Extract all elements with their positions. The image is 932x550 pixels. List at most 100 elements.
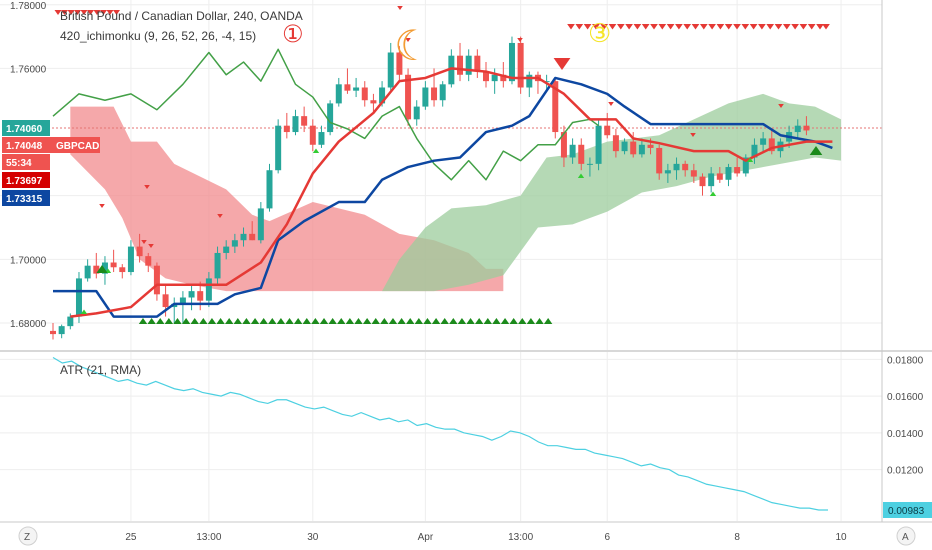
sell-signal-triangle	[822, 24, 830, 30]
atr-line	[52, 356, 828, 511]
candle-body	[318, 132, 325, 145]
candle	[257, 202, 264, 244]
buy-signal-triangle	[440, 318, 449, 324]
candle	[508, 36, 515, 85]
candle-body	[240, 233, 247, 241]
sell-signal-triangle	[782, 24, 791, 30]
candle	[760, 132, 767, 152]
sell-signal-large	[553, 58, 571, 70]
candle	[361, 81, 368, 107]
candle-body	[604, 125, 611, 136]
low-marker	[312, 148, 320, 153]
time-tick-label: 6	[604, 532, 610, 543]
price-badge-value: 1.74048	[6, 141, 43, 152]
sell-signal-triangle	[567, 24, 575, 30]
candle-body	[335, 84, 342, 104]
candle	[699, 173, 706, 196]
candle	[586, 157, 593, 177]
buy-signal-triangle	[138, 318, 148, 324]
sell-signal-triangle	[816, 24, 824, 30]
buy-signal-triangle	[250, 318, 260, 324]
candle	[638, 138, 645, 158]
candle-body	[465, 55, 472, 75]
high-marker	[405, 38, 411, 42]
sell-signal-triangle	[583, 24, 592, 30]
candle-body	[84, 265, 91, 279]
zoom-button-left[interactable]: Z	[18, 526, 38, 546]
candle-body	[266, 170, 273, 209]
candle	[301, 106, 308, 133]
price-badge: 1.74048 GBPCAD	[2, 137, 100, 153]
low-marker	[746, 157, 754, 162]
candle-body	[93, 265, 100, 274]
time-axis[interactable]: 25 13:00 30 Apr 13:00 6 8 10	[125, 532, 847, 543]
candle	[465, 49, 472, 82]
candle-body	[621, 141, 628, 152]
atr-axis[interactable]: 0.01800 0.01600 0.01400 0.01200	[887, 355, 924, 476]
atr-last-badge	[883, 502, 932, 518]
candle-body	[249, 233, 256, 241]
time-tick-label: 13:00	[196, 532, 221, 543]
sell-signal-triangle	[100, 10, 107, 15]
indicator-lines	[52, 48, 833, 318]
candle-body	[50, 330, 56, 335]
high-marker	[99, 204, 105, 208]
candle-body	[647, 144, 654, 148]
candle-body	[214, 252, 221, 279]
candle-body	[127, 246, 134, 273]
buy-signal-triangle	[406, 318, 415, 324]
candle-body	[370, 100, 377, 104]
buy-signal-triangle	[388, 318, 398, 324]
svg-text:A: A	[902, 532, 909, 543]
buy-signal-triangle	[233, 318, 243, 324]
candle-body	[197, 291, 204, 301]
sell-signal-triangle	[54, 10, 62, 15]
candle	[50, 322, 56, 340]
candle-body	[803, 125, 810, 131]
buy-signal-triangle	[431, 318, 441, 324]
buy-signal-triangle	[449, 318, 458, 324]
candle	[223, 240, 230, 260]
candle-body	[153, 265, 160, 295]
candle	[656, 144, 663, 180]
candle	[231, 233, 238, 253]
high-marker	[608, 102, 614, 106]
indicator-label: 420_ichimonku (9, 26, 52, 26, -4, 15)	[60, 29, 256, 43]
candle-body	[630, 141, 637, 155]
candle-body	[110, 262, 117, 268]
atr-series	[52, 356, 828, 511]
sell-signal-triangle	[724, 24, 733, 30]
buy-signal-triangle	[362, 318, 372, 324]
candle	[370, 93, 377, 113]
sell-signal-triangle	[791, 24, 799, 30]
candle-body	[162, 294, 169, 308]
sell-signal-triangle	[80, 10, 88, 15]
buy-signal-triangle	[311, 318, 320, 324]
sell-signal-triangle	[683, 24, 692, 30]
atr-grid	[0, 352, 882, 521]
price-badge-bg	[2, 172, 50, 188]
high-marker	[141, 240, 147, 244]
candle	[483, 62, 489, 88]
candle-body	[145, 256, 152, 266]
candle-body	[578, 144, 585, 164]
candle	[734, 157, 741, 177]
annotation-moon-icon: ☾	[394, 21, 432, 70]
candle-body	[275, 125, 282, 171]
time-tick-label: 10	[835, 532, 847, 543]
candle-body	[751, 144, 758, 158]
buy-signal-triangle	[259, 318, 268, 324]
candle	[387, 42, 394, 91]
candle	[405, 68, 412, 126]
auto-scale-button[interactable]: A	[896, 526, 916, 546]
atr-tick-label: 0.01600	[887, 392, 924, 403]
price-tick-label: 1.78000	[10, 1, 47, 12]
candle	[335, 77, 342, 107]
candle-body	[673, 163, 680, 171]
candle-body	[422, 87, 429, 107]
price-tick-label: 1.70000	[10, 255, 47, 266]
price-badge: 1.74060	[2, 120, 50, 136]
kijun-line	[53, 76, 833, 318]
candle	[595, 119, 602, 171]
